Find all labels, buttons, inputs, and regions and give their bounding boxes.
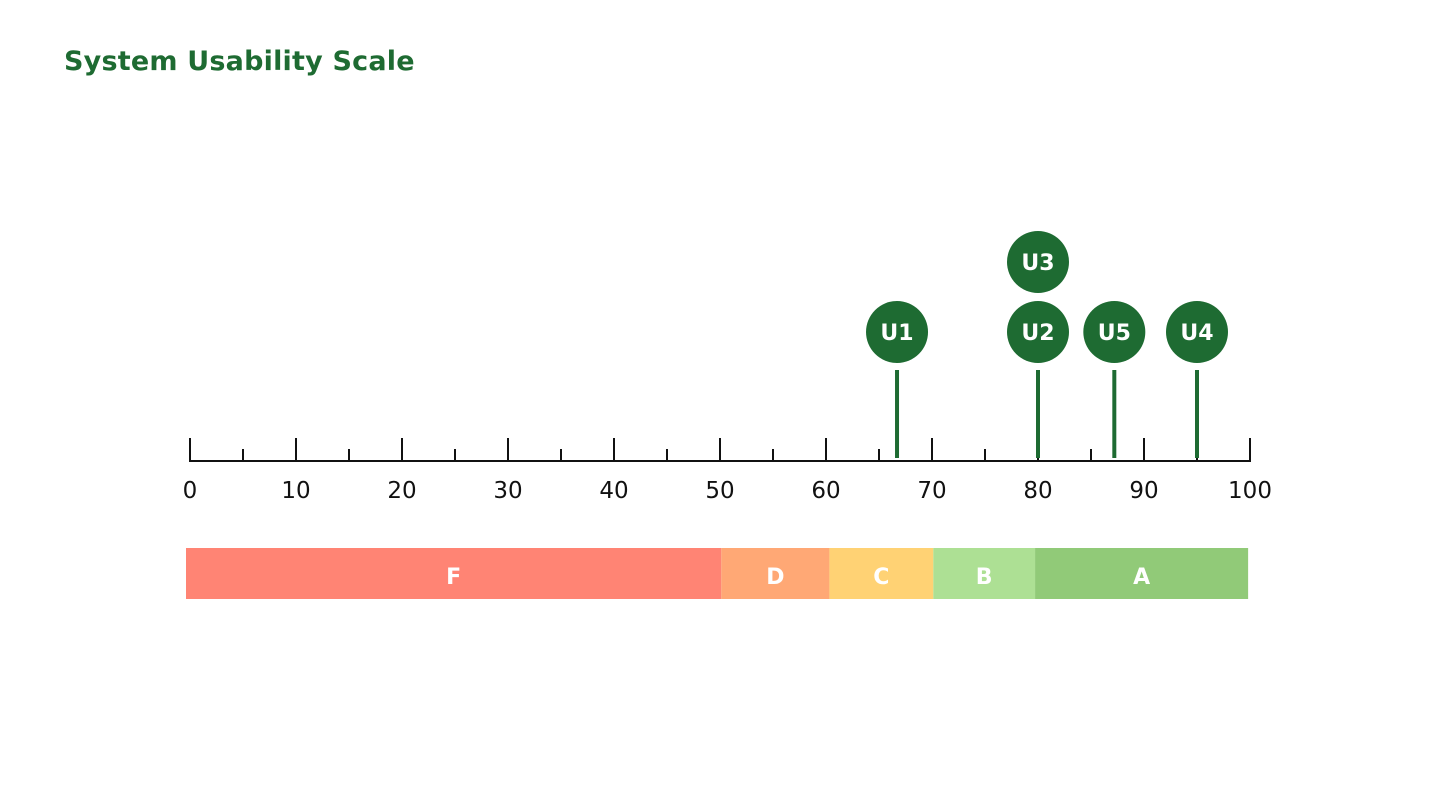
score-marker bbox=[1007, 231, 1069, 293]
tick-label: 40 bbox=[599, 478, 628, 504]
chart-title: System Usability Scale bbox=[64, 46, 415, 77]
tick-label: 20 bbox=[387, 478, 416, 504]
tick-label: 50 bbox=[705, 478, 734, 504]
score-markers: U1 U2 U3 U5 U4 bbox=[866, 231, 1228, 363]
grade-band-label: D bbox=[766, 565, 784, 590]
grade-band bbox=[933, 548, 1036, 599]
score-marker bbox=[866, 301, 929, 363]
score-marker bbox=[1083, 301, 1146, 363]
tick-label: 80 bbox=[1023, 478, 1052, 504]
grade-band-label: F bbox=[446, 565, 461, 590]
score-marker-label: U4 bbox=[1180, 321, 1213, 346]
grade-band-label: C bbox=[873, 565, 889, 590]
score-marker-label: U5 bbox=[1098, 321, 1131, 346]
x-axis-tick-labels: 0 10 20 30 40 50 60 70 80 90 100 bbox=[183, 478, 1272, 504]
tick-label: 10 bbox=[281, 478, 310, 504]
grade-band bbox=[186, 548, 722, 599]
tick-label: 60 bbox=[811, 478, 840, 504]
tick-label: 90 bbox=[1129, 478, 1158, 504]
grade-band-label: B bbox=[976, 565, 993, 590]
grade-band bbox=[829, 548, 934, 599]
grade-band bbox=[721, 548, 830, 599]
tick-label: 70 bbox=[917, 478, 946, 504]
score-marker bbox=[1007, 301, 1069, 363]
marker-stems bbox=[895, 370, 1199, 458]
tick-label: 100 bbox=[1228, 478, 1272, 504]
score-marker bbox=[1166, 301, 1228, 363]
tick-label: 0 bbox=[183, 478, 198, 504]
x-axis bbox=[189, 438, 1251, 462]
score-marker-label: U3 bbox=[1021, 251, 1054, 276]
tick-label: 30 bbox=[493, 478, 522, 504]
score-marker-label: U2 bbox=[1021, 321, 1054, 346]
score-marker-label: U1 bbox=[880, 321, 913, 346]
grade-band-label: A bbox=[1133, 565, 1150, 590]
grade-band bbox=[1035, 548, 1249, 599]
